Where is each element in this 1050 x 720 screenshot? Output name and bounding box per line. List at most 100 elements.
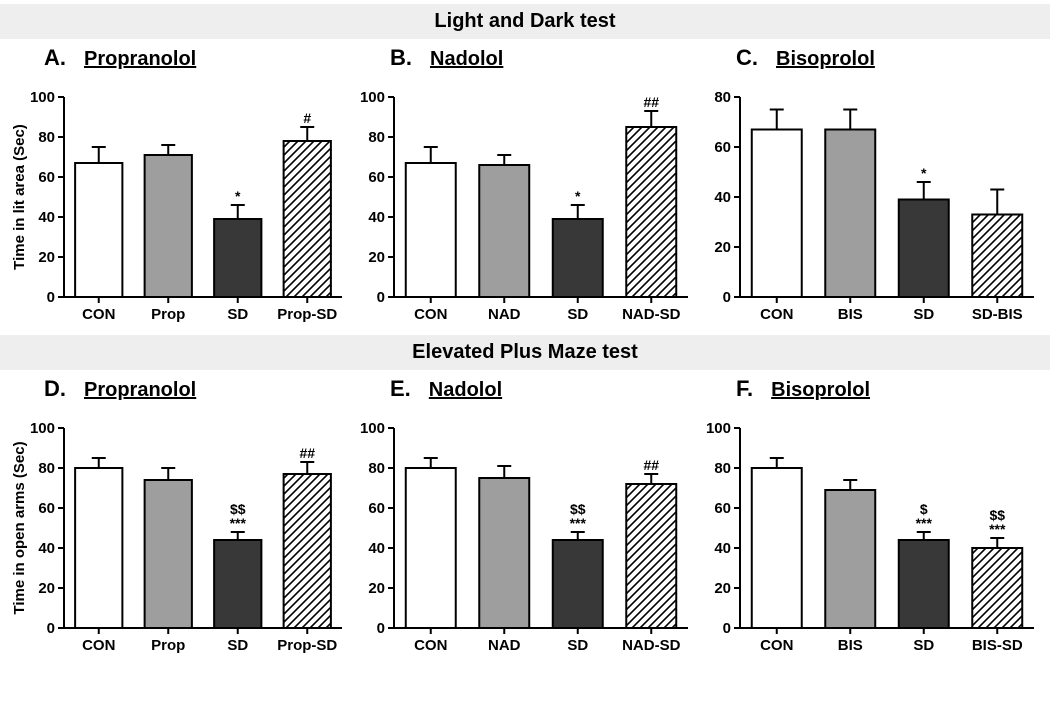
ytick-label: 40 [368, 209, 385, 226]
sig-marker: *** [916, 515, 933, 531]
bar-label: BIS [838, 306, 863, 323]
ytick-label: 80 [714, 460, 731, 477]
section-title-bottom: Elevated Plus Maze test [0, 335, 1050, 370]
bar [75, 163, 122, 297]
bar [899, 540, 949, 628]
bar-label: CON [82, 637, 115, 654]
sig-marker: * [235, 188, 241, 204]
ytick-label: 100 [360, 89, 385, 106]
bar-label: BIS [838, 637, 863, 654]
panel-title: Bisoprolol [776, 48, 875, 71]
bar-label: CON [760, 637, 793, 654]
ytick-label: 80 [38, 460, 55, 477]
bar-label: Prop-SD [277, 637, 337, 654]
panel-letter: D. [44, 376, 66, 402]
ytick-label: 60 [368, 169, 385, 186]
ytick-label: 100 [706, 420, 731, 437]
bar [626, 484, 676, 628]
bar-label: NAD-SD [622, 306, 680, 323]
bar [752, 130, 802, 298]
bar [479, 478, 529, 628]
bar [752, 468, 802, 628]
bar-label: NAD [488, 637, 521, 654]
panel-letter: B. [390, 45, 412, 71]
panel-D: D. Propranolol 020406080100Time in open … [8, 376, 350, 662]
panel-letter: A. [44, 45, 66, 71]
section-title-top: Light and Dark test [0, 4, 1050, 39]
ytick-label: 40 [38, 209, 55, 226]
bar [214, 219, 261, 297]
bar-label: SD-BIS [972, 306, 1023, 323]
bar [284, 141, 331, 297]
bar-label: SD [227, 637, 248, 654]
sig-marker: *** [570, 515, 587, 531]
ytick-label: 100 [360, 420, 385, 437]
bar [214, 540, 261, 628]
panel-A: A. Propranolol 020406080100Time in lit a… [8, 45, 350, 331]
bar [626, 127, 676, 297]
bar [406, 163, 456, 297]
sig-marker: ## [643, 94, 659, 110]
sig-marker: $$ [570, 501, 586, 517]
bar-label: SD [567, 637, 588, 654]
bar [972, 215, 1022, 298]
sig-marker: # [303, 110, 311, 126]
ytick-label: 0 [47, 620, 55, 637]
sig-marker: * [921, 165, 927, 181]
bar-chart: 020406080CONBISSD*SD-BIS [700, 71, 1040, 331]
bar-chart: 020406080100CONNADSD***$$NAD-SD## [354, 402, 694, 662]
ytick-label: 60 [714, 139, 731, 156]
bar-label: SD [227, 306, 248, 323]
bar [145, 480, 192, 628]
bar-label: NAD-SD [622, 637, 680, 654]
sig-marker: *** [989, 521, 1006, 537]
bar-label: NAD [488, 306, 521, 323]
ytick-label: 20 [38, 249, 55, 266]
panel-E: E. Nadolol 020406080100CONNADSD***$$NAD-… [354, 376, 696, 662]
ytick-label: 0 [377, 289, 385, 306]
sig-marker: ## [299, 445, 315, 461]
panel-title: Propranolol [84, 48, 196, 71]
sig-marker: $$ [989, 507, 1005, 523]
panel-B: B. Nadolol 020406080100CONNADSD*NAD-SD## [354, 45, 696, 331]
bar [75, 468, 122, 628]
panel-C: C. Bisoprolol 020406080CONBISSD*SD-BIS [700, 45, 1042, 331]
ytick-label: 60 [368, 500, 385, 517]
bar-label: Prop [151, 637, 185, 654]
panel-letter: F. [736, 376, 753, 402]
ytick-label: 0 [47, 289, 55, 306]
ytick-label: 40 [714, 540, 731, 557]
ytick-label: 40 [38, 540, 55, 557]
bar [553, 540, 603, 628]
bottom-row: D. Propranolol 020406080100Time in open … [0, 376, 1050, 662]
ytick-label: 40 [714, 189, 731, 206]
ytick-label: 20 [714, 239, 731, 256]
sig-marker: ## [643, 457, 659, 473]
bar [406, 468, 456, 628]
bar [553, 219, 603, 297]
ytick-label: 20 [368, 580, 385, 597]
ytick-label: 80 [714, 89, 731, 106]
bar-chart: 020406080100CONNADSD*NAD-SD## [354, 71, 694, 331]
top-row: A. Propranolol 020406080100Time in lit a… [0, 45, 1050, 331]
ytick-label: 40 [368, 540, 385, 557]
panel-title: Nadolol [430, 48, 503, 71]
bar-chart: 020406080100CONBISSD***$BIS-SD***$$ [700, 402, 1040, 662]
bar-label: SD [913, 637, 934, 654]
panel-title: Bisoprolol [771, 379, 870, 402]
y-axis-label: Time in open arms (Sec) [11, 441, 28, 614]
sig-marker: *** [230, 515, 247, 531]
ytick-label: 0 [723, 620, 731, 637]
sig-marker: * [575, 188, 581, 204]
ytick-label: 0 [377, 620, 385, 637]
bar-label: SD [567, 306, 588, 323]
bar [825, 490, 875, 628]
bar-label: Prop-SD [277, 306, 337, 323]
bar-chart: 020406080100Time in open arms (Sec)CONPr… [8, 402, 348, 662]
bar-label: CON [760, 306, 793, 323]
ytick-label: 100 [30, 89, 55, 106]
panel-F: F. Bisoprolol 020406080100CONBISSD***$BI… [700, 376, 1042, 662]
bar-label: CON [82, 306, 115, 323]
ytick-label: 80 [368, 129, 385, 146]
bar [972, 548, 1022, 628]
